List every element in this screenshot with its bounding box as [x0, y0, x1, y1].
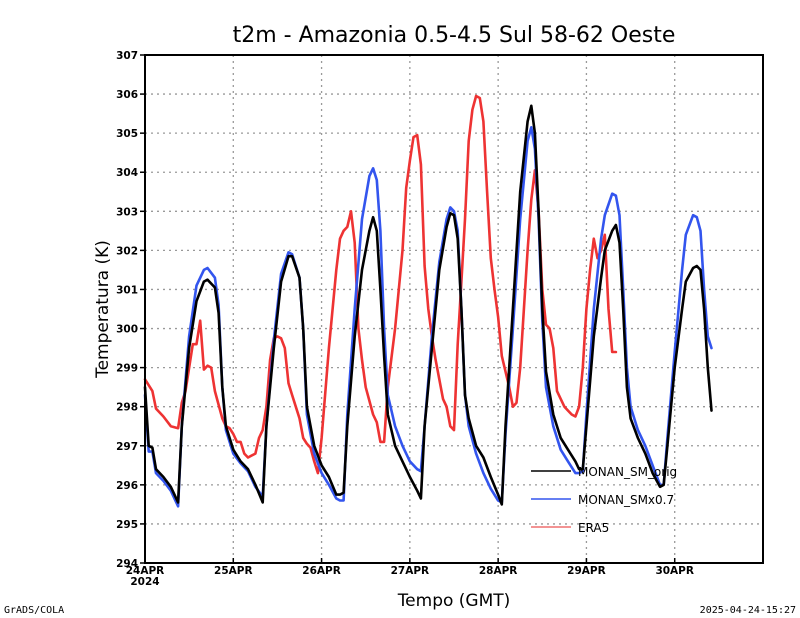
y-tick-label: 303: [116, 206, 138, 218]
legend-label: ERA5: [578, 521, 609, 535]
grid: [145, 55, 763, 563]
series-group: [143, 94, 713, 508]
x-tick-label: 30APR: [655, 565, 694, 577]
y-tick-label: 302: [116, 245, 138, 257]
y-tick-label: 305: [116, 128, 138, 140]
y-axis-label: Temperatura (K): [93, 240, 113, 379]
x-tick-sublabel: 2024: [130, 576, 159, 588]
series-line-era5: [143, 94, 618, 475]
y-tick-label: 301: [116, 284, 138, 296]
series-line-monan-sm-orig: [143, 104, 713, 506]
y-axis: 294 295 296 297 298 299 300 301 302 303 304 305 306 3…: [116, 50, 145, 570]
plot-frame: [144, 54, 764, 564]
legend-label: MONAN_SMx0.7: [578, 493, 674, 507]
y-tick-label: 304: [116, 167, 138, 179]
x-tick-label: 29APR: [567, 565, 606, 577]
x-tick-label: 28APR: [479, 565, 518, 577]
x-axis-label: Tempo (GMT): [397, 591, 511, 611]
legend: MONAN_SM_orig MONAN_SMx0.7 ERA5: [531, 465, 677, 535]
footer-right: 2025-04-24-15:27: [700, 605, 796, 616]
y-tick-label: 295: [116, 519, 138, 531]
x-tick-label: 25APR: [214, 565, 253, 577]
footer-left: GrADS/COLA: [4, 605, 64, 616]
y-tick-label: 298: [116, 402, 138, 414]
y-tick-label: 306: [116, 89, 138, 101]
x-tick-label: 24APR: [126, 565, 165, 577]
y-tick-label: 307: [116, 50, 138, 62]
x-tick-label: 26APR: [302, 565, 341, 577]
chart-title: t2m - Amazonia 0.5-4.5 Sul 58-62 Oeste: [233, 23, 676, 48]
y-tick-label: 300: [116, 324, 138, 336]
y-tick-label: 299: [116, 363, 138, 375]
y-tick-label: 296: [116, 480, 138, 492]
x-tick-label: 27APR: [391, 565, 430, 577]
y-tick-label: 297: [116, 441, 138, 453]
y-tick-label: 294: [116, 558, 138, 570]
legend-label: MONAN_SM_orig: [578, 465, 677, 479]
